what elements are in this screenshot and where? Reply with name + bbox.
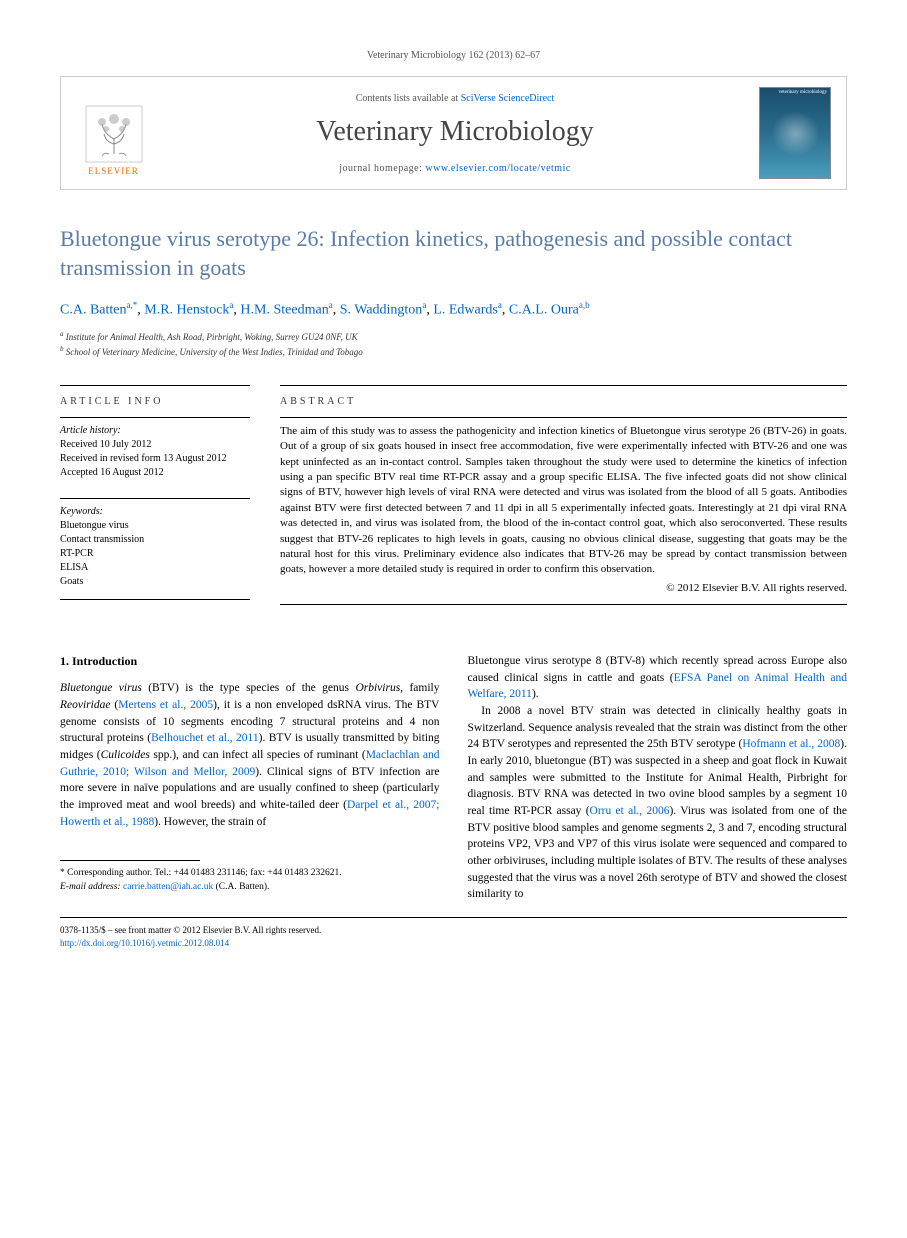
abstract-section: ABSTRACT The aim of this study was to as… [280,385,847,618]
affiliations: a Institute for Animal Health, Ash Road,… [60,329,847,360]
footnote-separator [60,860,200,861]
keywords-block: Keywords: Bluetongue virus Contact trans… [60,498,250,600]
author-link[interactable]: M.R. Henstock [144,303,229,318]
cover-label: veterinary microbiology [779,90,827,95]
contents-available-line: Contents lists available at SciVerse Sci… [151,93,759,104]
homepage-line: journal homepage: www.elsevier.com/locat… [151,163,759,174]
citation-link[interactable]: Orru et al., 2006 [590,805,670,817]
abstract-copyright: © 2012 Elsevier B.V. All rights reserved… [280,582,847,594]
author-link[interactable]: S. Waddington [340,303,423,318]
right-column: Bluetongue virus serotype 8 (BTV-8) whic… [468,653,848,903]
email-line: E-mail address: carrie.batten@iah.ac.uk … [60,881,440,894]
journal-cover-thumbnail: veterinary microbiology [759,87,831,179]
bottom-publication-info: 0378-1135/$ – see front matter © 2012 El… [60,924,847,949]
left-column: 1. Introduction Bluetongue virus (BTV) i… [60,653,440,903]
body-paragraph: Bluetongue virus (BTV) is the type speci… [60,680,440,830]
publisher-name: ELSEVIER [88,166,139,176]
author-link[interactable]: C.A.L. Oura [509,303,579,318]
issn-copyright-line: 0378-1135/$ – see front matter © 2012 El… [60,924,847,937]
homepage-link[interactable]: www.elsevier.com/locate/vetmic [425,163,570,174]
email-link[interactable]: carrie.batten@iah.ac.uk [123,882,213,892]
article-info-heading: ARTICLE INFO [60,392,250,407]
author-link[interactable]: C.A. Batten [60,303,127,318]
affiliation: b School of Veterinary Medicine, Univers… [60,344,847,360]
bottom-divider [60,917,847,918]
abstract-heading: ABSTRACT [280,392,847,407]
author-link[interactable]: L. Edwards [433,303,498,318]
author-link[interactable]: H.M. Steedman [240,303,328,318]
body-two-column: 1. Introduction Bluetongue virus (BTV) i… [60,653,847,903]
body-paragraph: Bluetongue virus serotype 8 (BTV-8) whic… [468,653,848,703]
authors-list: C.A. Battena,*, M.R. Henstocka, H.M. Ste… [60,300,847,319]
corresponding-author-note: * Corresponding author. Tel.: +44 01483 … [60,867,440,880]
article-info-sidebar: ARTICLE INFO Article history: Received 1… [60,385,250,618]
sciencedirect-link[interactable]: SciVerse ScienceDirect [461,93,555,104]
abstract-text: The aim of this study was to assess the … [280,424,847,578]
body-paragraph: In 2008 a novel BTV strain was detected … [468,703,848,903]
article-history: Article history: Received 10 July 2012 R… [60,417,250,480]
article-title: Bluetongue virus serotype 26: Infection … [60,225,847,282]
elsevier-tree-icon [84,104,144,164]
doi-link[interactable]: http://dx.doi.org/10.1016/j.vetmic.2012.… [60,938,229,948]
journal-citation-header: Veterinary Microbiology 162 (2013) 62–67 [60,50,847,61]
journal-name: Veterinary Microbiology [151,116,759,148]
citation-link[interactable]: Hofmann et al., 2008 [742,738,840,750]
publisher-logo: ELSEVIER [76,91,151,176]
footnotes: * Corresponding author. Tel.: +44 01483 … [60,867,440,894]
journal-header-box: ELSEVIER Contents lists available at Sci… [60,76,847,190]
citation-link[interactable]: Belhouchet et al., 2011 [151,732,259,744]
affiliation: a Institute for Animal Health, Ash Road,… [60,329,847,345]
section-heading-intro: 1. Introduction [60,653,440,670]
citation-link[interactable]: Mertens et al., 2005 [118,699,213,711]
